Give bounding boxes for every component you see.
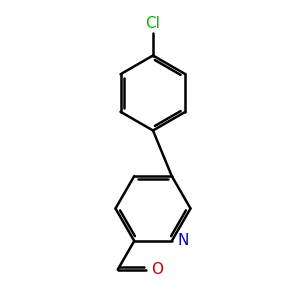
Text: Cl: Cl (146, 16, 160, 31)
Text: N: N (177, 233, 188, 248)
Text: O: O (151, 262, 163, 277)
